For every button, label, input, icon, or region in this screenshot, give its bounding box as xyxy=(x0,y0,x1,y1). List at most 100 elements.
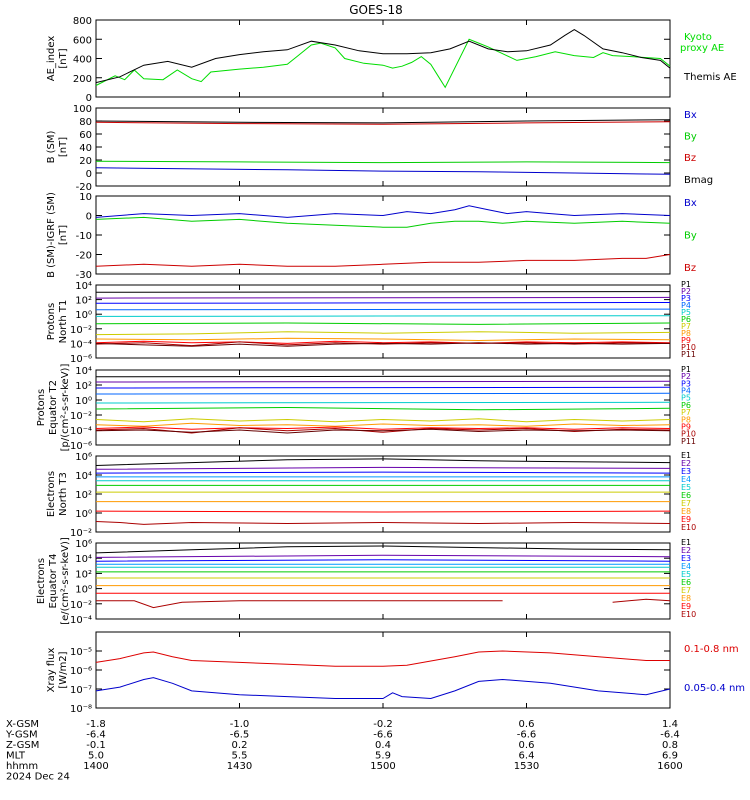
orbit-value-x-gsm: -1.8 xyxy=(86,719,106,730)
y-tick-label: 0 xyxy=(86,93,92,104)
y-axis-label: Protons xyxy=(36,389,47,426)
y-axis-label: Electrons xyxy=(46,471,57,517)
legend-entry: E10 xyxy=(681,610,696,619)
legend-entry: Themis AE xyxy=(683,72,737,83)
orbit-value-z-gsm: 0.2 xyxy=(232,740,248,751)
y-axis-label: [p/(cm²-s-sr-keV)] xyxy=(60,364,71,452)
panel-frame xyxy=(95,631,671,709)
legend-entry: E7 xyxy=(681,499,691,508)
series-line-p4 xyxy=(95,308,671,311)
legend-entry: E9 xyxy=(681,602,691,611)
legend-entry: E1 xyxy=(681,538,691,547)
y-tick-label: 10⁴ xyxy=(75,554,92,565)
y-tick-label: 10² xyxy=(75,569,92,580)
y-tick-label: 10⁻⁴ xyxy=(70,339,92,350)
series-line-p1 xyxy=(95,375,671,378)
legend-entry: E3 xyxy=(681,467,691,476)
legend-entry: E1 xyxy=(681,451,691,460)
y-axis-label: [nT] xyxy=(58,225,69,245)
series-line-p11 xyxy=(95,428,671,434)
plot-title: GOES-18 xyxy=(349,3,403,17)
legend-entry: E3 xyxy=(681,554,691,563)
y-tick-label: 0 xyxy=(86,169,92,180)
panel-pt1: 10⁻⁶ 10⁻⁴ 10⁻² 10⁰ 10² 10⁴ Protons North T1 P1P2… xyxy=(46,280,696,365)
y-tick-label: 10⁻² xyxy=(70,411,92,422)
orbit-value-mlt: 5.5 xyxy=(232,751,248,762)
orbit-value-y-gsm: -6.4 xyxy=(86,730,106,741)
legend-entry: E9 xyxy=(681,515,691,524)
legend-entry: E5 xyxy=(681,483,691,492)
legend-entry: E4 xyxy=(681,475,691,484)
series-line-0-05-0-4-nm xyxy=(95,677,671,700)
legend-entry: Bmag xyxy=(684,175,713,186)
y-axis-label: Xray flux xyxy=(46,648,57,693)
date-label: 2024 Dec 24 xyxy=(6,772,70,783)
y-tick-label: 10² xyxy=(75,381,92,392)
y-tick-label: -20 xyxy=(76,251,92,262)
legend-entry: Kyoto xyxy=(684,32,712,43)
series-line-p7 xyxy=(95,331,671,336)
series-line-p5 xyxy=(95,315,671,317)
series-line-e10 xyxy=(95,521,671,525)
y-tick-label: 10⁶ xyxy=(75,452,92,463)
orbit-value-y-gsm: -6.6 xyxy=(373,730,393,741)
y-tick-label: 600 xyxy=(73,35,92,46)
series-line-p4 xyxy=(95,392,671,395)
y-tick-label: 10⁴ xyxy=(75,471,92,482)
orbit-value-hhmm: 1400 xyxy=(83,761,108,772)
orbit-value-y-gsm: -6.5 xyxy=(230,730,250,741)
y-tick-label: 10⁻² xyxy=(70,325,92,336)
legend-entry: Bx xyxy=(684,198,697,209)
legend-entry: Bz xyxy=(684,153,696,164)
orbit-value-z-gsm: 0.4 xyxy=(375,740,391,751)
y-tick-label: 100 xyxy=(73,104,92,115)
series-line-e9 xyxy=(95,510,671,513)
series-line-e2 xyxy=(95,466,671,470)
legend-entry: P2 xyxy=(681,372,691,381)
legend-entry: E2 xyxy=(681,459,691,468)
y-tick-label: 10⁻⁶ xyxy=(70,354,92,365)
y-tick-label: 10² xyxy=(75,490,92,501)
legend-entry: E4 xyxy=(681,562,691,571)
y-tick-label: 10⁻⁴ xyxy=(70,615,92,626)
series-line-e1 xyxy=(95,545,671,554)
orbit-value-mlt: 6.9 xyxy=(662,751,678,762)
y-tick-label: 10⁰ xyxy=(75,396,92,407)
legend-entry: E5 xyxy=(681,570,691,579)
legend-entry: P9 xyxy=(681,422,691,431)
series-line-bmag xyxy=(95,119,671,124)
y-tick-label: 80 xyxy=(79,117,92,128)
y-tick-label: 10⁶ xyxy=(75,539,92,550)
orbit-value-mlt: 6.4 xyxy=(519,751,535,762)
y-axis-label: AE_index xyxy=(46,36,57,82)
legend-entry: proxy AE xyxy=(680,43,724,54)
series-line-p6 xyxy=(95,322,671,325)
orbit-row-label: Z-GSM xyxy=(6,740,39,751)
series-line-p1 xyxy=(95,291,671,293)
y-tick-label: 10⁰ xyxy=(75,310,92,321)
series-line-p9 xyxy=(95,340,671,344)
y-axis-label: [nT] xyxy=(58,48,69,68)
series-line-e10 xyxy=(96,598,671,609)
series-line-p2 xyxy=(95,296,671,299)
orbit-value-y-gsm: -6.6 xyxy=(517,730,537,741)
panel-et4: 10⁻⁴ 10⁻² 10⁰ 10² 10⁴ 10⁶ Electrons Equator T4[… xyxy=(36,537,696,626)
legend-entry: E10 xyxy=(681,523,696,532)
y-tick-label: 800 xyxy=(73,16,92,27)
series-line-p5 xyxy=(95,401,671,404)
legend-entry: P10 xyxy=(681,430,696,439)
legend-entry: P1 xyxy=(681,280,691,289)
y-axis-label: B (SM) xyxy=(46,130,57,163)
y-axis-label: Protons xyxy=(46,303,57,340)
series-line-bx xyxy=(95,205,671,218)
orbit-value-x-gsm: 0.6 xyxy=(519,719,535,730)
panel-frame xyxy=(95,284,671,359)
y-tick-label: 400 xyxy=(73,55,92,66)
panel-xray: 10⁻⁸ 10⁻⁷ 10⁻⁶ 10⁻⁵ Xray flux [W/m2] 0.1-0.8 n… xyxy=(46,631,745,715)
series-line-p7 xyxy=(95,418,671,423)
orbit-row-label: MLT xyxy=(6,751,26,762)
legend-entry: P3 xyxy=(681,294,691,303)
y-tick-label: 10⁻⁶ xyxy=(70,666,92,677)
y-tick-label: 10² xyxy=(75,296,92,307)
